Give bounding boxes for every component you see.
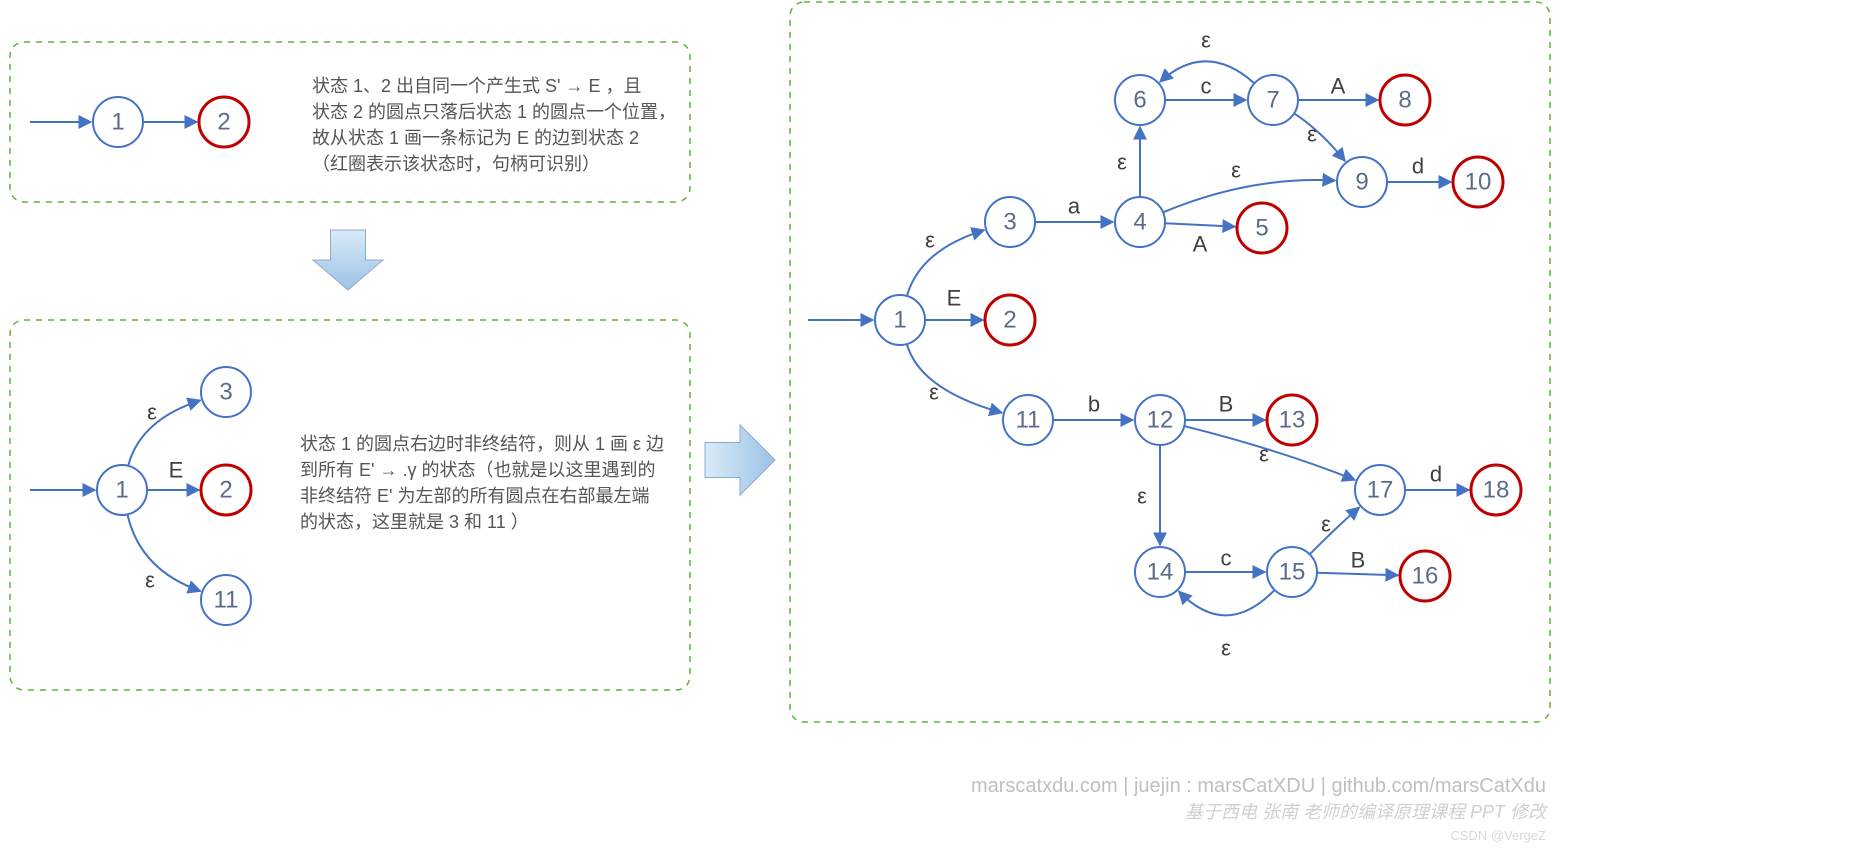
right-node-label-3: 3 [1003,209,1016,236]
right-edge-label-12-13: B [1219,392,1234,417]
right-edge-label-1-3: ε [925,228,935,253]
right-node-label-18: 18 [1483,477,1510,504]
right-edge-label-17-18: d [1430,462,1442,487]
right-edge-label-9-10: d [1412,154,1424,179]
right-edge-label-12-17: ε [1259,442,1269,467]
right-node-label-11: 11 [1016,407,1041,434]
bottom-edge-1-3 [128,400,200,465]
block-arrow-right [705,425,775,495]
top-node-label-1: 1 [111,109,124,136]
bottom-node-label-2: 2 [219,477,232,504]
footer-source: 基于西电 张南 老师的编译原理课程 PPT 修改 [1185,802,1549,822]
right-edge-label-15-17: ε [1321,512,1331,537]
right-node-label-7: 7 [1266,87,1279,114]
right-edge-label-4-6: ε [1117,150,1127,175]
right-edge-7-9 [1294,113,1345,161]
bottom-node-label-11: 11 [214,587,239,614]
right-edge-label-15-14: ε [1221,636,1231,661]
right-edge-15-14 [1179,590,1275,615]
right-node-label-9: 9 [1355,169,1368,196]
right-edge-15-16 [1317,573,1398,575]
description-bottom: 状态 1 的圆点右边时非终结符，则从 1 画 ε 边到所有 E' → .γ 的状… [300,434,664,532]
right-edge-12-17 [1184,426,1355,480]
right-node-label-14: 14 [1147,559,1174,586]
right-edge-label-7-9: ε [1307,122,1317,147]
right-node-label-12: 12 [1147,407,1174,434]
panel-right [790,2,1550,722]
bottom-edge-label-1-3: ε [147,400,157,425]
right-edge-label-7-8: A [1331,74,1346,99]
right-edge-label-3-4: a [1068,194,1081,219]
footer-credits: marscatxdu.com | juejin : marsCatXDU | g… [971,775,1546,797]
right-edge-label-7-6: ε [1201,28,1211,53]
right-node-label-10: 10 [1465,169,1492,196]
right-edge-label-12-14: ε [1137,484,1147,509]
right-edge-4-5 [1165,223,1235,226]
right-node-label-16: 16 [1412,563,1439,590]
description-top: 状态 1、2 出自同一个产生式 S' → E ，且状态 2 的圆点只落后状态 1… [312,76,676,174]
right-edge-1-11 [907,344,1002,413]
right-node-label-5: 5 [1255,215,1268,242]
right-edge-label-1-2: E [947,286,962,311]
bottom-edge-label-1-11: ε [145,568,155,593]
right-node-label-4: 4 [1133,209,1146,236]
top-node-label-2: 2 [217,109,230,136]
right-node-label-8: 8 [1398,87,1411,114]
block-arrow-down [313,230,383,290]
right-edge-label-4-9: ε [1231,158,1241,183]
right-edge-label-6-7: c [1201,74,1212,99]
right-edge-label-15-16: B [1351,548,1366,573]
right-node-label-15: 15 [1279,559,1306,586]
right-node-label-2: 2 [1003,307,1016,334]
bottom-node-label-1: 1 [115,477,128,504]
bottom-edge-label-1-2: E [169,458,184,483]
bottom-edge-1-11 [127,514,200,591]
right-node-label-1: 1 [893,307,906,334]
watermark: CSDN @VergeZ [1450,828,1546,843]
right-edge-1-3 [907,230,984,296]
right-node-label-13: 13 [1279,407,1306,434]
diagram-canvas: 状态 1、2 出自同一个产生式 S' → E ，且状态 2 的圆点只落后状态 1… [0,0,1850,854]
right-edge-label-4-5: A [1193,232,1208,257]
bottom-node-label-3: 3 [219,379,232,406]
right-node-label-17: 17 [1367,477,1394,504]
right-edge-label-11-12: b [1088,392,1100,417]
right-edge-label-1-11: ε [929,380,939,405]
right-edge-label-14-15: c [1221,546,1232,571]
right-node-label-6: 6 [1133,87,1146,114]
